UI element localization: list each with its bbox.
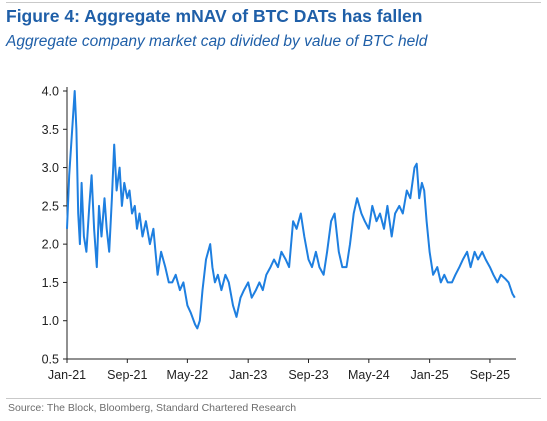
- y-tick-label: 3.0: [42, 161, 59, 175]
- top-rule: [6, 2, 541, 3]
- chart-title: Figure 4: Aggregate mNAV of BTC DATs has…: [6, 6, 423, 26]
- x-tick-label: Sep-21: [107, 368, 147, 382]
- y-tick-label: 3.5: [42, 123, 59, 137]
- y-tick-label: 1.5: [42, 276, 59, 290]
- y-tick-label: 2.0: [42, 238, 59, 252]
- x-axis: Jan-21 Sep-21 May-22 Jan-23 Sep-23 May-24 Jan-…: [48, 358, 516, 382]
- y-tick-label: 4.0: [42, 85, 59, 99]
- x-tick-label: Sep-23: [288, 368, 328, 382]
- x-tick-label: Jan-23: [229, 368, 267, 382]
- y-tick-label: 0.5: [42, 353, 59, 367]
- y-axis: 0.5 1.0 1.5 2.0 2.5 3.0 3.5 4.0: [42, 85, 68, 367]
- x-tick-label: Jan-21: [48, 368, 86, 382]
- y-tick-label: 1.0: [42, 314, 59, 328]
- x-tick-label: May-24: [348, 368, 390, 382]
- footer-rule: [6, 398, 541, 399]
- x-tick-label: Sep-25: [470, 368, 510, 382]
- source-note: Source: The Block, Bloomberg, Standard C…: [8, 402, 297, 414]
- series-line: [66, 90, 516, 330]
- y-tick-label: 2.5: [42, 199, 59, 213]
- chart-subtitle: Aggregate company market cap divided by …: [6, 33, 428, 50]
- x-tick-label: May-22: [167, 368, 209, 382]
- x-tick-label: Jan-25: [411, 368, 449, 382]
